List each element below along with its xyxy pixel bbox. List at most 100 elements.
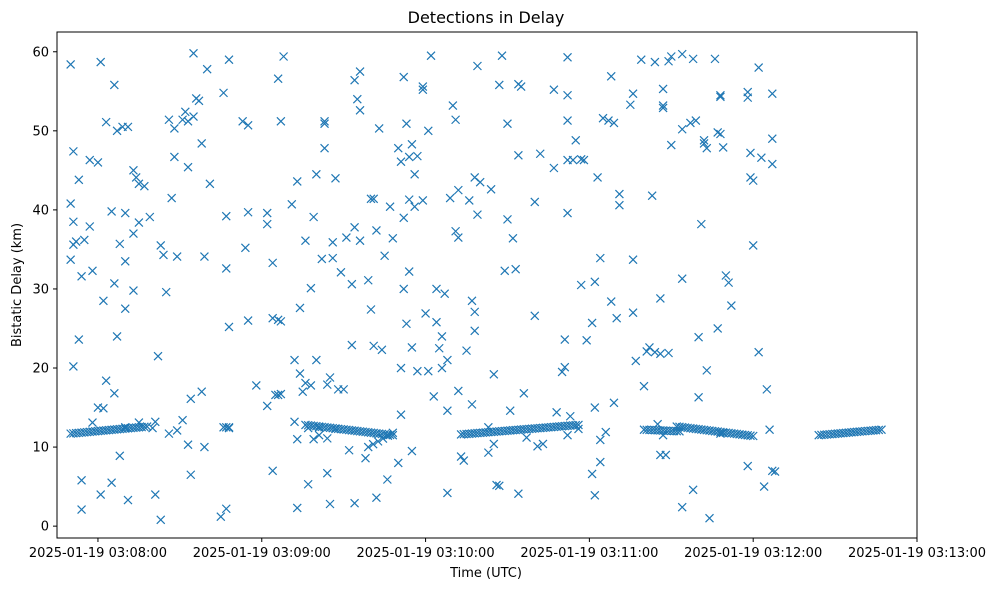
- data-point: [604, 116, 613, 125]
- data-point: [688, 54, 698, 64]
- data-point: [563, 90, 572, 100]
- data-point: [486, 184, 496, 194]
- data-point: [85, 155, 95, 165]
- data-point: [492, 480, 501, 490]
- data-point: [355, 236, 365, 246]
- data-point: [442, 355, 452, 365]
- data-point: [123, 122, 133, 132]
- data-point: [109, 80, 119, 90]
- data-point: [437, 363, 447, 373]
- data-point: [748, 431, 758, 441]
- data-point: [587, 318, 597, 328]
- data-point: [571, 420, 581, 430]
- data-point: [224, 55, 234, 65]
- data-point: [560, 335, 570, 344]
- x-tick-label: 2025-01-19 03:12:00: [684, 546, 822, 561]
- data-point: [172, 426, 182, 435]
- data-point: [153, 351, 163, 361]
- data-point: [74, 175, 84, 185]
- data-point: [636, 55, 646, 65]
- data-point: [109, 278, 119, 288]
- data-point: [538, 439, 548, 449]
- data-point: [355, 67, 365, 76]
- data-point: [197, 387, 207, 397]
- data-point: [129, 286, 138, 295]
- data-point: [320, 116, 329, 126]
- data-point: [426, 51, 436, 61]
- data-point: [221, 263, 231, 273]
- data-point: [576, 280, 586, 290]
- data-point: [396, 410, 406, 420]
- data-point: [625, 100, 635, 110]
- data-point: [767, 134, 777, 144]
- data-point: [628, 255, 638, 265]
- data-point: [251, 380, 261, 390]
- data-point: [767, 159, 777, 169]
- data-point: [96, 490, 106, 499]
- data-point: [374, 124, 384, 133]
- data-point: [702, 143, 712, 153]
- data-point: [511, 264, 521, 274]
- data-point: [139, 422, 149, 432]
- data-point: [513, 489, 523, 499]
- data-point: [363, 442, 373, 452]
- data-point: [243, 207, 253, 217]
- data-point: [101, 376, 111, 386]
- data-point: [407, 446, 417, 456]
- data-point: [180, 107, 190, 117]
- data-point: [666, 140, 676, 150]
- data-point: [150, 490, 160, 499]
- data-point: [533, 441, 542, 451]
- data-point: [694, 332, 704, 342]
- data-point: [287, 199, 297, 209]
- data-point: [574, 424, 583, 434]
- data-point: [145, 212, 155, 222]
- x-axis: 2025-01-19 03:08:00 2025-01-19 03:09:00 20…: [29, 538, 986, 561]
- data-point: [770, 467, 780, 477]
- data-point: [530, 311, 540, 321]
- data-point: [696, 219, 706, 229]
- data-point: [410, 202, 420, 212]
- data-point: [77, 271, 86, 281]
- data-point: [240, 243, 250, 253]
- data-point: [677, 274, 687, 284]
- data-point: [262, 219, 272, 229]
- data-point: [418, 82, 428, 91]
- x-tick-label: 2025-01-19 03:10:00: [357, 546, 495, 561]
- data-point: [290, 417, 299, 427]
- data-point: [579, 155, 589, 165]
- data-point: [361, 453, 370, 463]
- data-point: [377, 345, 387, 355]
- data-point: [221, 504, 231, 514]
- data-point: [107, 478, 117, 488]
- data-point: [595, 435, 605, 445]
- y-axis-label: Bistatic Delay (km): [10, 223, 25, 347]
- data-point: [552, 407, 562, 417]
- data-point: [156, 241, 166, 250]
- data-point: [590, 403, 600, 412]
- data-point: [66, 59, 76, 69]
- data-point: [407, 139, 417, 149]
- data-point: [189, 48, 198, 58]
- data-point: [442, 488, 452, 498]
- data-point: [467, 296, 477, 306]
- data-point: [494, 481, 504, 491]
- data-point: [301, 378, 310, 388]
- data-point: [115, 239, 125, 249]
- data-point: [88, 418, 97, 427]
- data-point: [563, 430, 572, 440]
- data-point: [101, 117, 111, 127]
- data-point: [262, 208, 272, 218]
- data-point: [292, 503, 302, 513]
- data-point: [505, 406, 515, 416]
- data-point: [628, 308, 638, 318]
- data-point: [339, 384, 349, 394]
- data-point: [164, 115, 174, 125]
- data-point: [557, 367, 567, 377]
- data-point: [344, 445, 354, 455]
- data-point: [363, 275, 373, 285]
- data-point: [399, 284, 409, 294]
- y-tick-label: 30: [32, 282, 49, 297]
